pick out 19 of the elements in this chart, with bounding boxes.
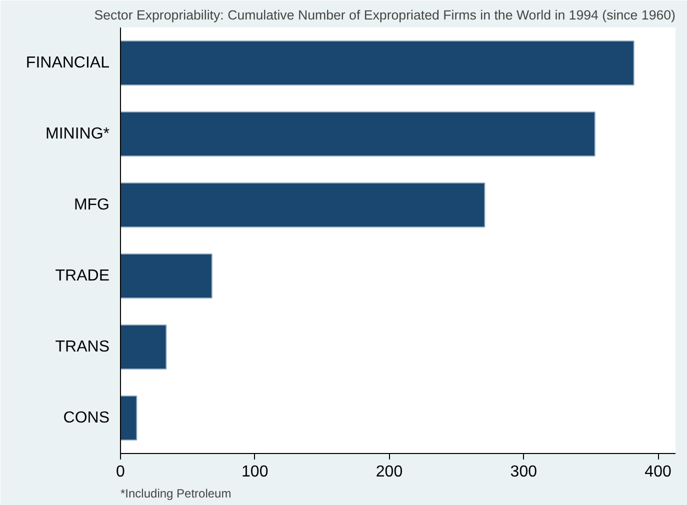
x-tick-label: 0	[116, 464, 126, 480]
y-tick-label: MFG	[74, 196, 110, 214]
bar	[120, 182, 486, 228]
y-tick-label: CONS	[63, 410, 110, 426]
y-tick-label: FINANCIAL	[26, 54, 110, 72]
x-tick-label: 300	[510, 464, 538, 480]
y-tick-label: TRANS	[55, 338, 110, 356]
x-tick-label: 100	[242, 464, 268, 480]
x-tick-label: 400	[644, 464, 672, 480]
bar	[120, 40, 634, 86]
bar	[120, 111, 596, 157]
text: *Including Petroleum	[120, 486, 232, 500]
x-tick-label: 200	[376, 464, 403, 480]
y-tick-label: MINING*	[46, 126, 110, 142]
bar	[120, 395, 138, 441]
chart-title: Sector Expropriability: Cumulative Number of Expropriated Firms in the World in 1994 (since 1960)	[94, 8, 676, 22]
bar	[120, 253, 212, 299]
bar	[120, 324, 167, 370]
y-tick-label: TRADE	[55, 268, 110, 284]
